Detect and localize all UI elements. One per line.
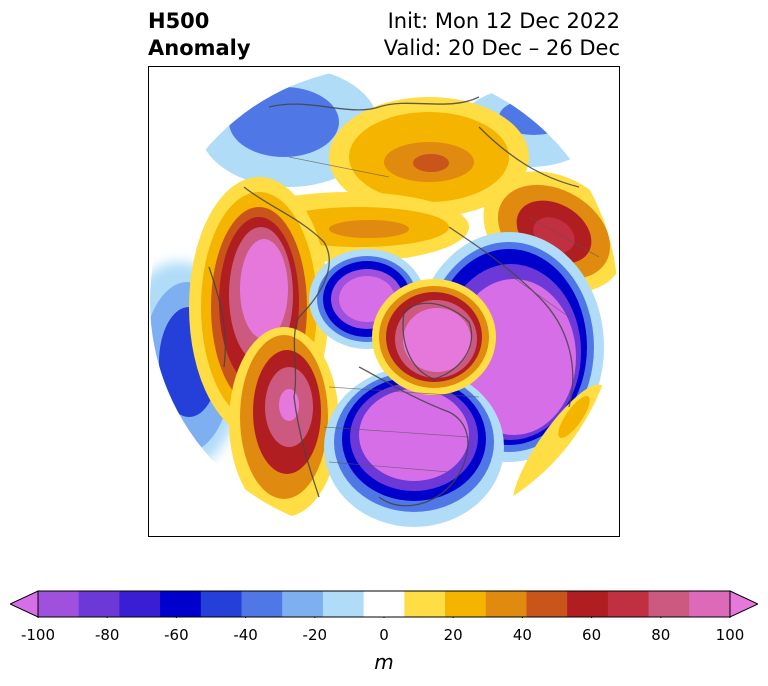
colorbar-tick-label: 20 bbox=[443, 626, 463, 644]
colorbar-segment bbox=[607, 591, 650, 617]
positive-anomaly-atlantic bbox=[512, 384, 606, 510]
colorbar-segment bbox=[689, 591, 731, 617]
colorbar-extend-high bbox=[729, 590, 758, 618]
colorbar-tick-label: 60 bbox=[582, 626, 602, 644]
map-title: H500 Anomaly bbox=[148, 8, 251, 62]
colorbar-tick-label: 40 bbox=[512, 626, 532, 644]
colorbar-unit: m bbox=[374, 650, 394, 674]
colorbar-tick-label: -60 bbox=[164, 626, 189, 644]
borders bbox=[288, 156, 600, 473]
colorbar-tick-label: 80 bbox=[651, 626, 671, 644]
title-line-2: Anomaly bbox=[148, 36, 251, 60]
colorbar-segment bbox=[160, 591, 202, 617]
colorbar-tick-label: -80 bbox=[94, 626, 120, 644]
colorbar-segment bbox=[119, 591, 161, 617]
colorbar-segment bbox=[322, 591, 365, 617]
positive-anomaly-greenland-block bbox=[372, 279, 496, 395]
title-line-1: H500 bbox=[148, 9, 210, 33]
positive-anomaly-west-north-america bbox=[229, 327, 339, 517]
polar-map bbox=[148, 66, 620, 537]
colorbar-segment bbox=[38, 591, 80, 617]
coastlines bbox=[208, 96, 580, 507]
valid-period: Init: Mon 12 Dec 2022 Valid: 20 Dec – 26… bbox=[384, 8, 620, 62]
colorbar-segment bbox=[648, 591, 690, 617]
colorbar-tick-label: -20 bbox=[302, 626, 328, 644]
anomaly-map-svg bbox=[150, 67, 618, 535]
colorbar-segment bbox=[200, 591, 243, 617]
colorbar-segment bbox=[567, 591, 609, 617]
negative-anomaly-central-eastern-us-trough bbox=[324, 367, 504, 527]
colorbar-extend-low bbox=[10, 590, 39, 618]
colorbar-tick-label: 0 bbox=[379, 626, 389, 644]
colorbar-segment bbox=[404, 591, 446, 617]
colorbar-segment bbox=[282, 591, 324, 617]
colorbar-segment bbox=[363, 591, 405, 617]
colorbar-segment bbox=[445, 591, 487, 617]
colorbar-segment bbox=[485, 591, 527, 617]
colorbar bbox=[10, 590, 758, 618]
colorbar-segment bbox=[526, 591, 568, 617]
colorbar-segment bbox=[78, 591, 120, 617]
colorbar-tick-label: 100 bbox=[715, 626, 745, 644]
colorbar-tick-label: -100 bbox=[20, 626, 56, 644]
colorbar-segment bbox=[241, 591, 283, 617]
colorbar-tick-label: -40 bbox=[233, 626, 258, 644]
valid-range: Valid: 20 Dec – 26 Dec bbox=[383, 36, 620, 60]
init-date: Init: Mon 12 Dec 2022 bbox=[387, 9, 620, 33]
